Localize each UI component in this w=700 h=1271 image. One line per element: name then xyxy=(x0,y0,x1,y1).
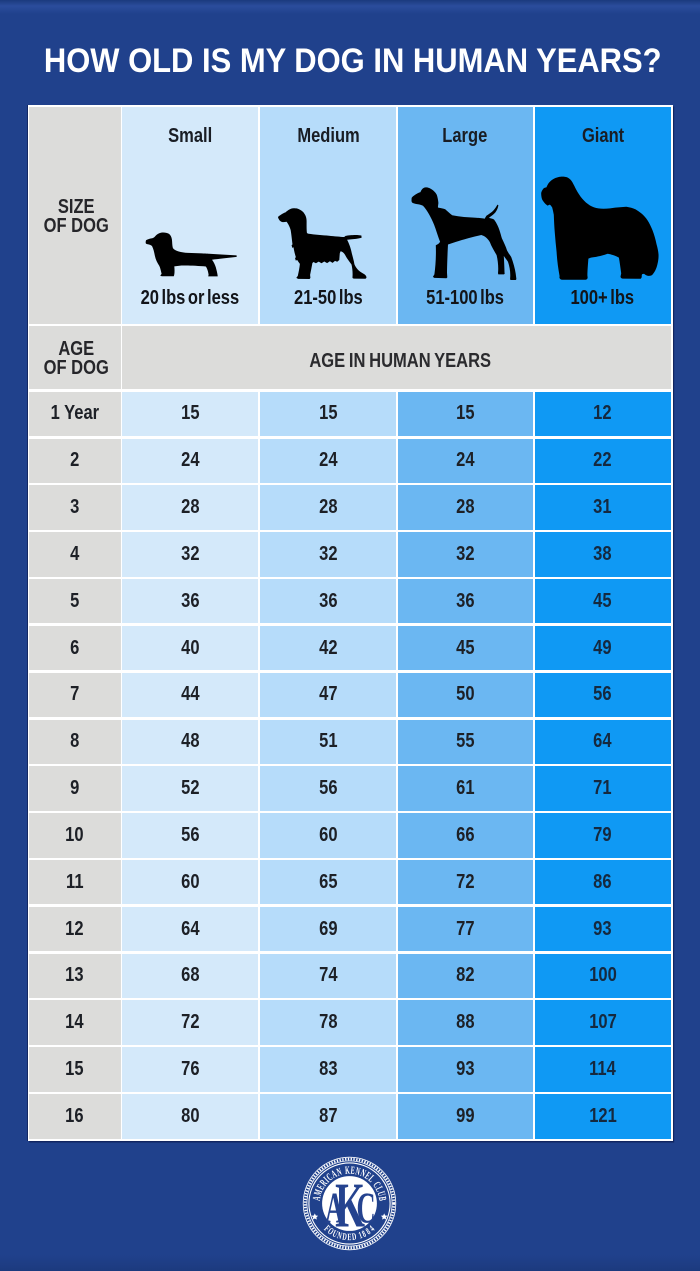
svg-text:L: L xyxy=(373,1184,386,1193)
svg-text:L: L xyxy=(366,1173,377,1185)
svg-text:K: K xyxy=(345,1164,351,1176)
svg-text:E: E xyxy=(347,1232,351,1243)
svg-text:E: E xyxy=(350,1164,355,1176)
svg-text:8: 8 xyxy=(364,1226,373,1237)
svg-text:U: U xyxy=(374,1189,387,1197)
svg-text:F: F xyxy=(322,1223,332,1234)
svg-text:4: 4 xyxy=(367,1223,377,1233)
svg-text:C: C xyxy=(356,1183,375,1232)
svg-text:D: D xyxy=(351,1231,357,1243)
svg-text:D: D xyxy=(342,1231,348,1243)
svg-text:A: A xyxy=(311,1195,324,1201)
svg-text:8: 8 xyxy=(360,1228,368,1239)
svg-text:C: C xyxy=(324,1171,335,1183)
svg-text:N: N xyxy=(358,1167,367,1180)
svg-text:I: I xyxy=(322,1174,332,1184)
svg-text:A: A xyxy=(325,1183,344,1232)
svg-text:A: A xyxy=(329,1168,338,1181)
svg-text:N: N xyxy=(336,1230,343,1242)
svg-text:M: M xyxy=(312,1187,325,1197)
svg-text:O: O xyxy=(325,1225,335,1237)
svg-text:B: B xyxy=(376,1195,389,1201)
svg-text:R: R xyxy=(318,1177,330,1188)
svg-text:1: 1 xyxy=(357,1230,364,1241)
svg-text:K: K xyxy=(335,1169,365,1240)
svg-text:N: N xyxy=(354,1165,361,1178)
svg-text:C: C xyxy=(370,1179,382,1189)
svg-text:E: E xyxy=(363,1169,373,1181)
svg-text:U: U xyxy=(330,1228,339,1240)
svg-text:N: N xyxy=(335,1165,343,1178)
svg-text:E: E xyxy=(315,1182,327,1191)
